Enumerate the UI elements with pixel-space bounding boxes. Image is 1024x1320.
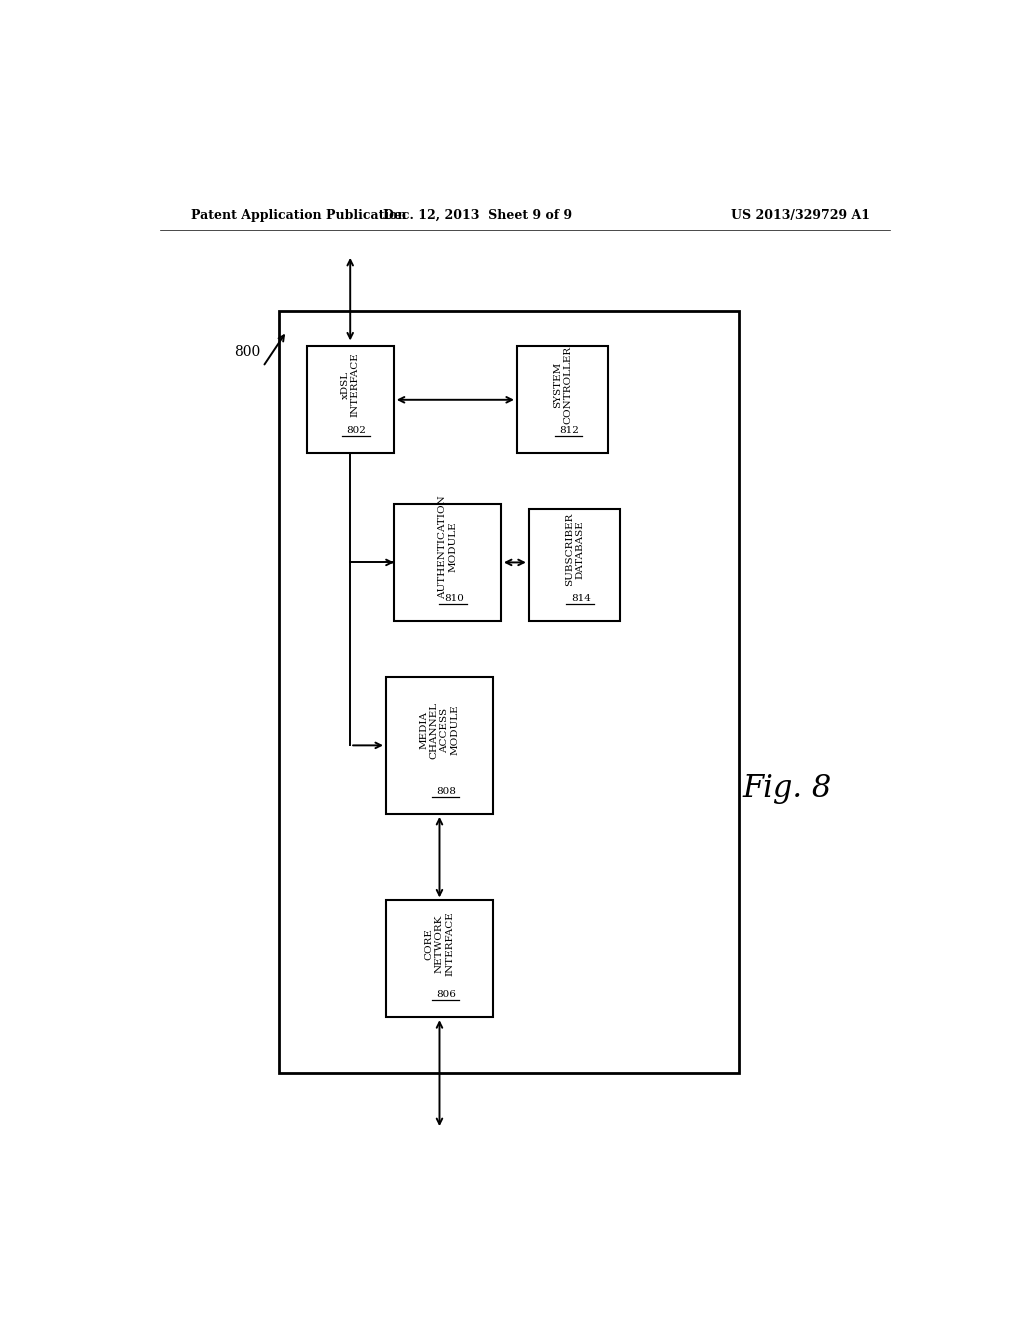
- Bar: [528, 510, 621, 620]
- Text: xDSL
INTERFACE: xDSL INTERFACE: [341, 352, 359, 417]
- Bar: [279, 312, 739, 1073]
- Text: 810: 810: [443, 594, 464, 603]
- Text: SUBSCRIBER
DATABASE: SUBSCRIBER DATABASE: [564, 513, 584, 586]
- Text: Fig. 8: Fig. 8: [742, 774, 831, 804]
- Bar: [386, 677, 494, 814]
- Text: MEDIA
CHANNEL
ACCESS
MODULE: MEDIA CHANNEL ACCESS MODULE: [420, 701, 460, 759]
- Bar: [306, 346, 394, 453]
- Text: Dec. 12, 2013  Sheet 9 of 9: Dec. 12, 2013 Sheet 9 of 9: [383, 209, 571, 222]
- Text: 802: 802: [346, 426, 367, 436]
- Text: AUTHENTICATION
MODULE: AUTHENTICATION MODULE: [437, 495, 457, 599]
- Text: SYSTEM
CONTROLLER: SYSTEM CONTROLLER: [553, 346, 572, 424]
- Text: 814: 814: [570, 594, 591, 603]
- Bar: [517, 346, 608, 453]
- Bar: [394, 504, 501, 620]
- Text: 800: 800: [233, 345, 260, 359]
- Text: 812: 812: [559, 426, 579, 436]
- Text: 808: 808: [436, 787, 456, 796]
- Bar: [386, 900, 494, 1018]
- Text: 806: 806: [436, 990, 456, 999]
- Text: CORE
NETWORK
INTERFACE: CORE NETWORK INTERFACE: [425, 911, 455, 975]
- Text: US 2013/329729 A1: US 2013/329729 A1: [731, 209, 870, 222]
- Text: Patent Application Publication: Patent Application Publication: [191, 209, 407, 222]
